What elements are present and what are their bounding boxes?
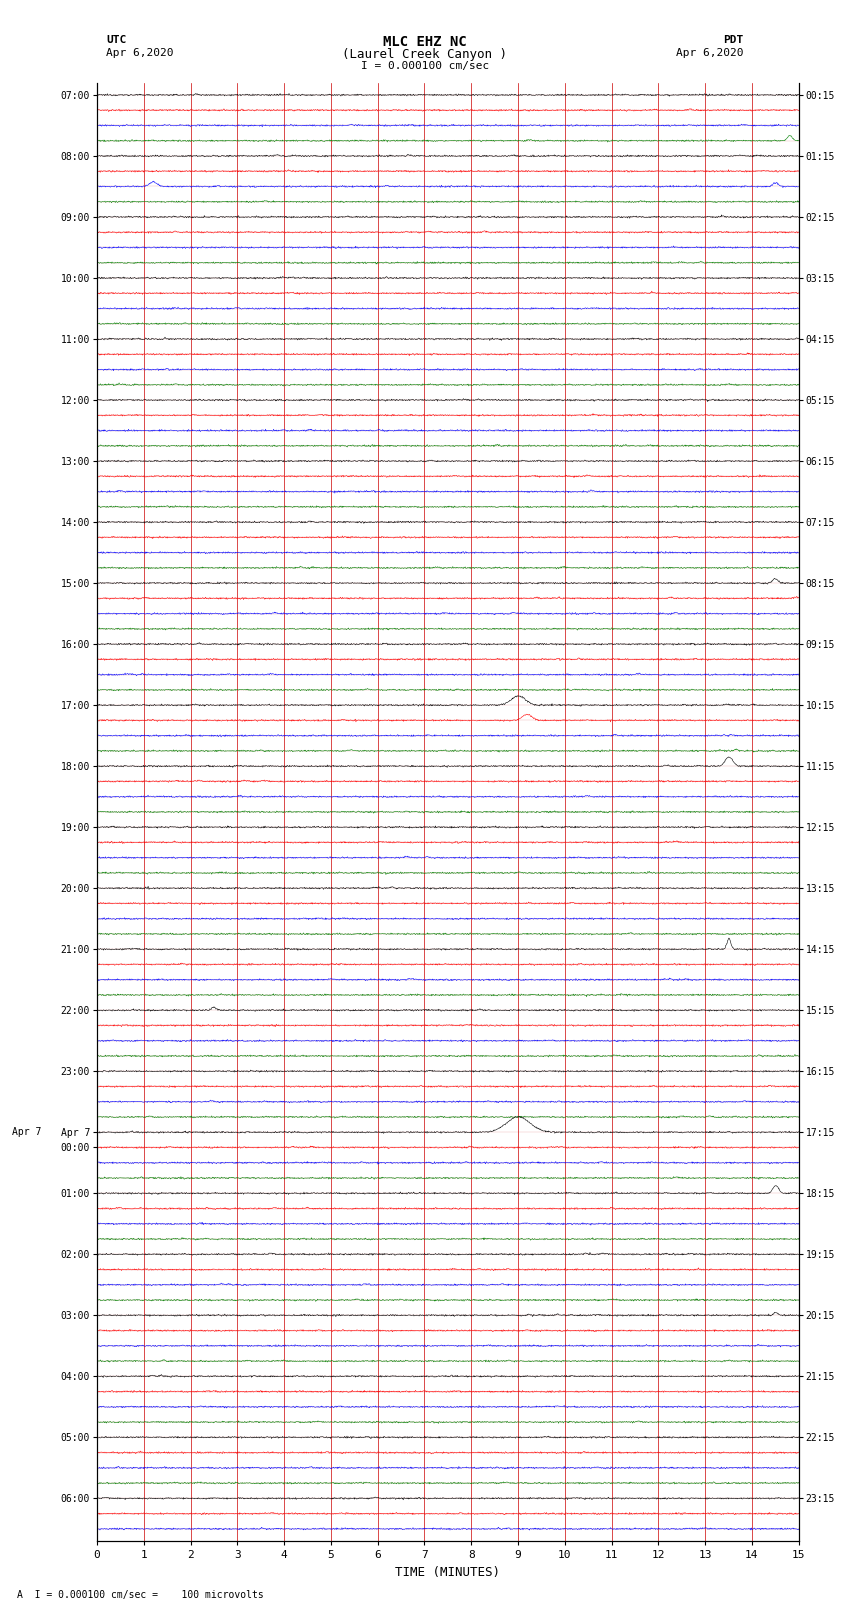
Text: (Laurel Creek Canyon ): (Laurel Creek Canyon ) [343,48,507,61]
X-axis label: TIME (MINUTES): TIME (MINUTES) [395,1566,501,1579]
Text: Apr 7: Apr 7 [12,1127,41,1137]
Text: UTC: UTC [106,35,127,45]
Text: Apr 6,2020: Apr 6,2020 [106,48,173,58]
Text: I = 0.000100 cm/sec: I = 0.000100 cm/sec [361,61,489,71]
Text: MLC EHZ NC: MLC EHZ NC [383,35,467,50]
Text: PDT: PDT [723,35,744,45]
Text: A  I = 0.000100 cm/sec =    100 microvolts: A I = 0.000100 cm/sec = 100 microvolts [17,1590,264,1600]
Text: Apr 6,2020: Apr 6,2020 [677,48,744,58]
